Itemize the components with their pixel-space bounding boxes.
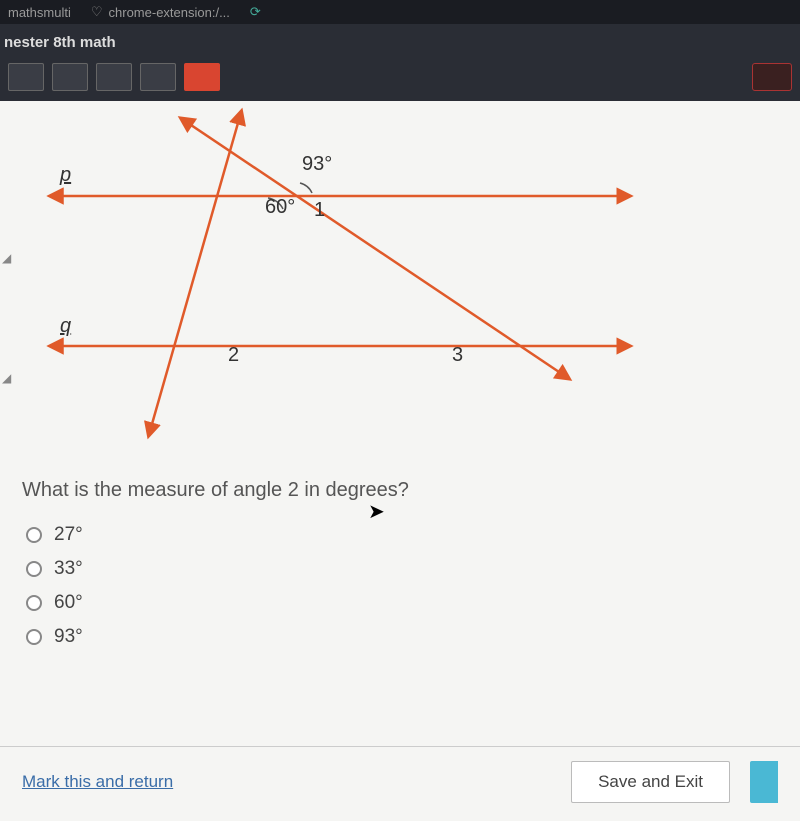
browser-bookmarks-bar: mathsmulti ♡ chrome-extension:/... ⟳ bbox=[0, 0, 800, 24]
question-nav-row bbox=[0, 59, 800, 101]
angle-2-label: 2 bbox=[228, 344, 239, 367]
option-label: 27° bbox=[54, 524, 83, 546]
bookmark-item[interactable]: ⟳ bbox=[250, 4, 261, 20]
assessment-tab-title: nester 8th math bbox=[0, 24, 800, 59]
answer-option[interactable]: 60° bbox=[26, 586, 774, 620]
diagram-svg bbox=[0, 101, 800, 461]
refresh-icon: ⟳ bbox=[250, 4, 261, 20]
bookmark-label: mathsmulti bbox=[8, 5, 71, 20]
geometry-diagram: p q 93° 60° 1 2 3 bbox=[0, 101, 800, 461]
bookmark-item[interactable]: ♡ chrome-extension:/... bbox=[91, 4, 230, 20]
next-button[interactable] bbox=[750, 761, 778, 803]
side-caret-icon: ◢ bbox=[2, 371, 12, 381]
content-area: p q 93° 60° 1 2 3 ◢ ◢ ➤ What is the meas… bbox=[0, 101, 800, 821]
radio-icon[interactable] bbox=[26, 595, 42, 611]
option-label: 93° bbox=[54, 626, 83, 648]
option-label: 33° bbox=[54, 558, 83, 580]
bookmark-item[interactable]: mathsmulti bbox=[8, 5, 71, 20]
angle-3-label: 3 bbox=[452, 344, 463, 367]
radio-icon[interactable] bbox=[26, 629, 42, 645]
radio-icon[interactable] bbox=[26, 527, 42, 543]
mark-return-link[interactable]: Mark this and return bbox=[22, 772, 173, 792]
question-nav-item[interactable] bbox=[8, 63, 44, 91]
angle-60-label: 60° bbox=[265, 196, 295, 219]
radio-icon[interactable] bbox=[26, 561, 42, 577]
bookmark-label: chrome-extension:/... bbox=[109, 5, 230, 20]
question-text: What is the measure of angle 2 in degree… bbox=[0, 461, 800, 514]
answer-option[interactable]: 33° bbox=[26, 552, 774, 586]
answer-option[interactable]: 93° bbox=[26, 620, 774, 654]
angle-1-label: 1 bbox=[314, 199, 325, 222]
question-nav-item[interactable] bbox=[140, 63, 176, 91]
side-caret-icon: ◢ bbox=[2, 251, 12, 261]
answer-option[interactable]: 27° bbox=[26, 518, 774, 552]
question-nav-item-current[interactable] bbox=[184, 63, 220, 91]
angle-93-label: 93° bbox=[302, 153, 332, 176]
flag-button[interactable] bbox=[752, 63, 792, 91]
line-p-label: p bbox=[60, 164, 71, 187]
cursor-icon: ➤ bbox=[368, 499, 385, 524]
answer-options: 27° 33° 60° 93° bbox=[0, 514, 800, 658]
heart-icon: ♡ bbox=[91, 4, 103, 20]
question-nav-item[interactable] bbox=[96, 63, 132, 91]
save-exit-button[interactable]: Save and Exit bbox=[571, 761, 730, 803]
question-nav-item[interactable] bbox=[52, 63, 88, 91]
line-q-label: q bbox=[60, 315, 71, 338]
option-label: 60° bbox=[54, 592, 83, 614]
footer-bar: Mark this and return Save and Exit bbox=[0, 746, 800, 803]
